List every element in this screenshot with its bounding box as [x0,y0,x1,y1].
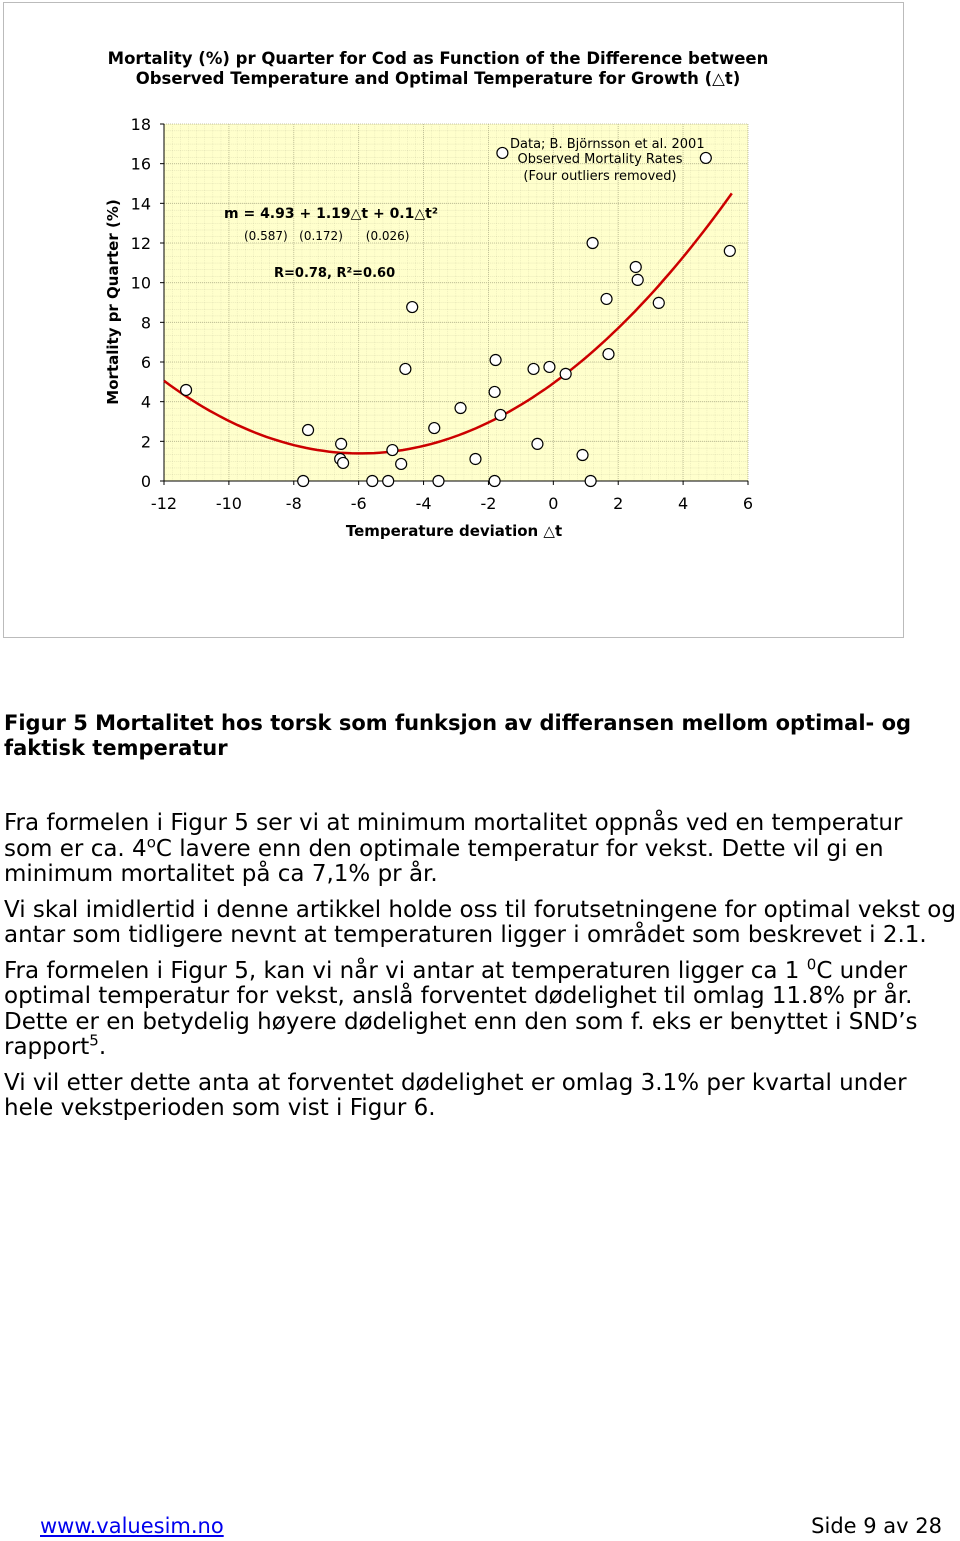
y-tick-label: 18 [131,115,151,134]
chart-title: Mortality (%) pr Quarter for Cod as Func… [108,49,769,68]
data-point [336,456,350,470]
x-tick-label: -12 [151,494,177,513]
data-point [382,474,395,488]
fit-curve [163,192,733,455]
text-run: Fra formelen i Figur 5 ser vi at minimum… [4,810,903,862]
data-point [395,457,408,471]
text-run: C under optimal temperatur for vekst, an… [4,957,918,1060]
y-tick-label: 4 [141,393,151,412]
data-point [631,273,644,286]
x-tick-label: 0 [548,494,558,513]
figure-caption: Figur 5 Mortalitet hos torsk som funksjo… [4,711,912,760]
text-run: C lavere enn den optimale temperatur for… [4,835,884,887]
superscript: 0 [806,954,817,973]
data-point [386,443,399,457]
data-point [489,353,502,367]
data-point [179,383,193,397]
data-point [428,421,441,435]
page-number: Side 9 av 28 [811,1514,942,1538]
annotation: Observed Mortality Rates [518,152,683,167]
paragraph: Vi skal imidlertid i denne artikkel hold… [4,896,956,949]
data-point [488,385,501,399]
y-axis-label: Mortality pr Quarter (%) [104,199,122,404]
data-point [699,151,712,165]
annotation: (Four outliers removed) [523,169,676,184]
data-point [454,401,467,415]
x-tick-label: 2 [613,494,623,513]
y-tick-label: 2 [141,432,151,451]
x-tick-label: -4 [416,494,432,513]
y-tick-label: 10 [131,274,151,293]
data-point [366,474,379,488]
data-point [602,347,615,361]
data-point [297,474,310,488]
data-point [527,362,540,376]
annotation: Data; B. Björnsson et al. 2001 [510,137,705,152]
data-point [652,296,665,309]
fit-formula: m = 4.93 + 1.19△t + 0.1△t² [224,206,438,222]
data-point [406,300,419,314]
chart-title: Observed Temperature and Optimal Tempera… [136,69,741,88]
data-point [301,423,315,437]
y-tick-label: 6 [141,353,151,372]
y-tick-label: 14 [131,194,151,213]
y-tick-label: 16 [131,155,151,174]
data-point [723,244,736,258]
y-tick-label: 8 [141,313,151,332]
data-point [432,474,445,488]
data-point [399,362,412,376]
superscript: 5 [89,1031,99,1050]
fit-std-errors: (0.587) (0.172) (0.026) [244,229,409,243]
data-point [488,474,501,488]
data-point [494,408,507,422]
text-run: . [98,1034,107,1060]
chart: Mortality (%) pr Quarter for Cod as Func… [3,2,904,638]
minor-grid [164,124,748,481]
x-tick-label: -10 [216,494,242,513]
paragraph: Fra formelen i Figur 5 ser vi at minimum… [4,810,956,888]
text-run: Vi skal imidlertid i denne artikkel hold… [4,896,956,948]
x-tick-label: 6 [743,494,753,513]
x-tick-label: -6 [351,494,367,513]
x-tick-label: -2 [480,494,496,513]
data-point [576,448,589,462]
x-axis-label: Temperature deviation △t [346,522,562,540]
data-point [586,236,599,250]
data-point [469,452,482,466]
paragraph: Vi vil etter dette anta at forventet død… [4,1069,956,1122]
y-tick-label: 12 [131,234,151,253]
data-point [543,360,556,374]
fit-stats: R=0.78, R²=0.60 [274,266,395,281]
text-run: Vi vil etter dette anta at forventet død… [4,1069,907,1121]
data-point [496,146,509,160]
data-point [531,437,544,451]
body-text: Fra formelen i Figur 5 ser vi at minimum… [4,810,956,1132]
data-point [600,292,613,306]
data-point [584,474,597,488]
superscript: o [146,832,156,851]
data-point [335,437,348,451]
x-tick-label: -8 [286,494,302,513]
y-tick-label: 0 [141,472,151,491]
data-point [559,367,572,380]
x-tick-label: 4 [678,494,688,513]
footer-link[interactable]: www.valuesim.no [40,1514,224,1538]
data-point [629,260,642,274]
text-run: Fra formelen i Figur 5, kan vi når vi an… [4,957,807,984]
paragraph: Fra formelen i Figur 5, kan vi når vi an… [4,956,956,1061]
